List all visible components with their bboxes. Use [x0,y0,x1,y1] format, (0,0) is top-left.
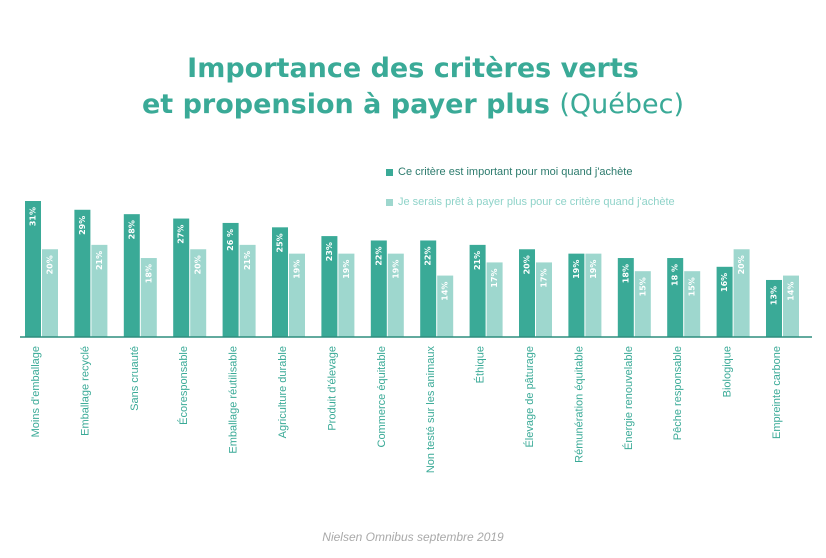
bar-value-label: 20% [194,255,203,274]
bar-value-label: 18% [621,264,630,283]
bar-s2-12 [634,271,651,337]
bar-value-label: 20% [737,255,746,274]
category-label: Écoresponsable [177,346,190,425]
category-label: Emballage recyclé [79,346,91,436]
bar-value-label: 20% [523,255,532,274]
chart-title-line2: et propension à payer plus (Québec) [0,88,826,122]
source-note: Nielsen Omnibus septembre 2019 [322,530,504,544]
bar-value-label: 15% [638,277,647,296]
bar-s1-11 [568,253,585,337]
bar-value-label: 13% [770,286,779,305]
bar-value-label: 29% [78,216,87,235]
bar-s2-4 [239,244,256,337]
bar-value-label: 14% [441,282,450,301]
bar-value-label: 19% [589,260,598,279]
bar-s2-9 [486,262,503,337]
bar-s2-6 [338,253,355,337]
bar-value-label: 14% [787,282,796,301]
bar-s1-3 [173,218,190,337]
bar-value-label: 18% [144,264,153,283]
category-label: Biologique [722,346,734,397]
category-label: Énergie renouvelable [622,346,635,450]
bar-value-label: 17% [540,268,549,287]
category-label: Commerce équitable [376,346,388,448]
bar-value-label: 21% [473,251,482,270]
bar-s1-9 [469,244,486,337]
bar-value-label: 22% [424,246,433,265]
legend-swatch-pay-more [386,198,393,206]
chart-subtitle-region: (Québec) [559,89,685,120]
bar-s2-5 [289,253,305,337]
category-label: Rémunération équitable [573,346,585,463]
category-label: Pêche responsable [672,346,684,440]
legend-swatch-important [386,168,393,176]
bar-value-label: 17% [490,268,499,287]
category-label: Sans cruauté [129,346,141,411]
bar-s1-2 [123,214,140,337]
bar-value-label: 19% [293,260,302,279]
category-label: Produit d'élevage [326,346,338,431]
bar-value-label: 25% [276,233,285,252]
bar-value-label: 28% [127,220,136,239]
bar-s2-10 [536,262,552,337]
category-label: Emballage réutilisable [228,346,240,454]
bar-value-label: 18 % [671,264,680,286]
legend-item-pay-more: Je serais prêt à payer plus pour ce crit… [386,194,675,210]
bar-value-label: 20% [46,255,55,274]
bar-s2-0 [42,249,58,337]
bar-s1-12 [617,258,634,337]
legend: Ce critère est important pour moi quand … [386,164,675,224]
bar-s1-10 [519,249,535,337]
bar-s2-1 [91,244,108,337]
bar-s2-11 [585,253,602,337]
bar-value-label: 19% [391,260,400,279]
chart-title-bold: et propension à payer plus [141,89,550,120]
legend-label-pay-more: Je serais prêt à payer plus pour ce crit… [398,196,675,208]
category-label: Non testé sur les animaux [425,346,437,474]
bar-s2-15 [783,275,799,337]
bar-s2-7 [387,253,404,337]
category-label: Élevage de pâturage [523,346,536,448]
bar-value-label: 16% [720,273,729,292]
bar-s1-8 [420,240,437,337]
bar-s1-13 [667,258,684,337]
category-label: Éthique [474,346,487,383]
bar-s1-15 [766,279,782,337]
bar-value-label: 23% [325,242,334,261]
bar-value-label: 27% [177,225,186,244]
bar-s2-14 [733,249,750,337]
bar-value-label: 21% [243,251,252,270]
bar-s2-3 [190,249,207,337]
bar-s1-6 [321,236,338,337]
legend-item-important: Ce critère est important pour moi quand … [386,164,675,180]
bar-s1-0 [25,201,41,337]
bar-s2-2 [140,258,157,337]
bar-value-label: 19% [572,260,581,279]
bar-s2-8 [437,275,454,337]
bar-value-label: 22% [374,246,383,265]
category-label: Empreinte carbone [771,346,783,439]
bar-value-label: 26 % [226,229,235,251]
bar-s1-14 [716,266,733,337]
category-label: Agriculture durable [277,346,289,438]
bar-s1-7 [370,240,387,337]
bar-s1-1 [74,209,91,337]
category-label: Moins d'emballage [30,346,42,437]
chart-title-line1: Importance des critères verts [187,53,639,84]
bar-value-label: 19% [342,260,351,279]
legend-label-important: Ce critère est important pour moi quand … [398,166,633,178]
bar-value-label: 21% [95,251,104,270]
bar-s1-5 [272,227,288,337]
bar-s1-4 [222,222,239,337]
bar-value-label: 31% [29,207,38,226]
bar-value-label: 15% [688,277,697,296]
bar-s2-13 [684,271,701,337]
